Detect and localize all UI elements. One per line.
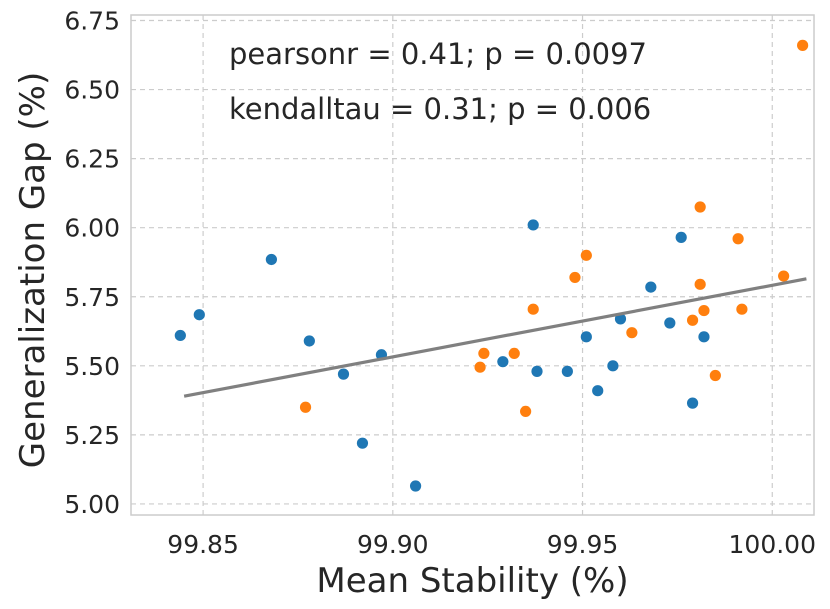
y-tick-label: 5.75 — [64, 283, 120, 312]
kendall-annotation: kendalltau = 0.31; p = 0.006 — [229, 92, 651, 126]
data-point-blue — [193, 309, 205, 321]
data-point-orange — [478, 347, 490, 359]
data-point-orange — [299, 401, 312, 413]
x-tick-labels: 99.85 99.90 99.95 100.00 — [167, 530, 816, 559]
data-point-orange — [694, 201, 706, 213]
data-point-blue — [592, 385, 604, 397]
y-tick-label: 6.00 — [64, 214, 120, 243]
data-point-blue — [527, 219, 539, 231]
data-point-blue — [686, 397, 699, 409]
data-point-blue — [607, 360, 619, 372]
data-point-orange — [709, 369, 721, 382]
data-point-orange — [626, 327, 638, 339]
y-tick-label: 6.75 — [64, 7, 120, 36]
data-point-blue — [561, 365, 573, 377]
x-tick-label: 100.00 — [729, 530, 816, 559]
data-points — [174, 39, 809, 492]
plot-frame — [130, 14, 815, 516]
x-axis-label: Mean Stability (%) — [316, 561, 628, 601]
data-point-orange — [736, 303, 748, 315]
data-point-blue — [531, 365, 543, 377]
data-point-orange — [474, 361, 486, 373]
data-point-orange — [686, 314, 699, 326]
y-tick-label: 5.00 — [64, 490, 120, 519]
y-tick-labels: 5.00 5.25 5.50 5.75 6.00 6.25 6.50 6.75 — [64, 7, 120, 519]
data-point-blue — [698, 331, 710, 343]
data-point-blue — [497, 356, 509, 368]
data-point-blue — [356, 437, 369, 449]
data-point-orange — [580, 249, 592, 261]
data-point-orange — [508, 347, 520, 359]
data-point-orange — [778, 270, 790, 282]
y-tick-label: 6.25 — [64, 145, 120, 174]
data-point-orange — [694, 278, 706, 290]
data-point-blue — [174, 329, 186, 342]
regression-line — [183, 277, 807, 398]
data-point-orange — [797, 39, 809, 51]
data-point-orange — [569, 271, 581, 284]
data-point-blue — [337, 368, 350, 380]
data-point-orange — [698, 304, 710, 317]
y-axis-label: Generalization Gap (%) — [13, 72, 53, 468]
data-point-blue — [664, 317, 676, 329]
x-tick-label: 99.90 — [357, 530, 429, 559]
y-tick-label: 5.50 — [64, 352, 120, 381]
grid — [131, 15, 814, 515]
y-tick-label: 5.25 — [64, 421, 120, 450]
data-point-blue — [580, 331, 592, 343]
x-tick-label: 99.85 — [167, 530, 239, 559]
data-point-blue — [303, 335, 315, 347]
data-point-blue — [614, 313, 627, 325]
data-point-orange — [520, 405, 532, 418]
data-point-blue — [675, 231, 687, 243]
data-point-blue — [645, 281, 657, 293]
data-point-orange — [527, 303, 539, 315]
data-point-blue — [409, 480, 422, 492]
x-tick-label: 99.95 — [547, 530, 619, 559]
y-tick-label: 6.50 — [64, 76, 120, 105]
pearson-annotation: pearsonr = 0.41; p = 0.0097 — [229, 37, 647, 71]
data-point-orange — [732, 233, 744, 245]
data-point-blue — [265, 253, 277, 266]
